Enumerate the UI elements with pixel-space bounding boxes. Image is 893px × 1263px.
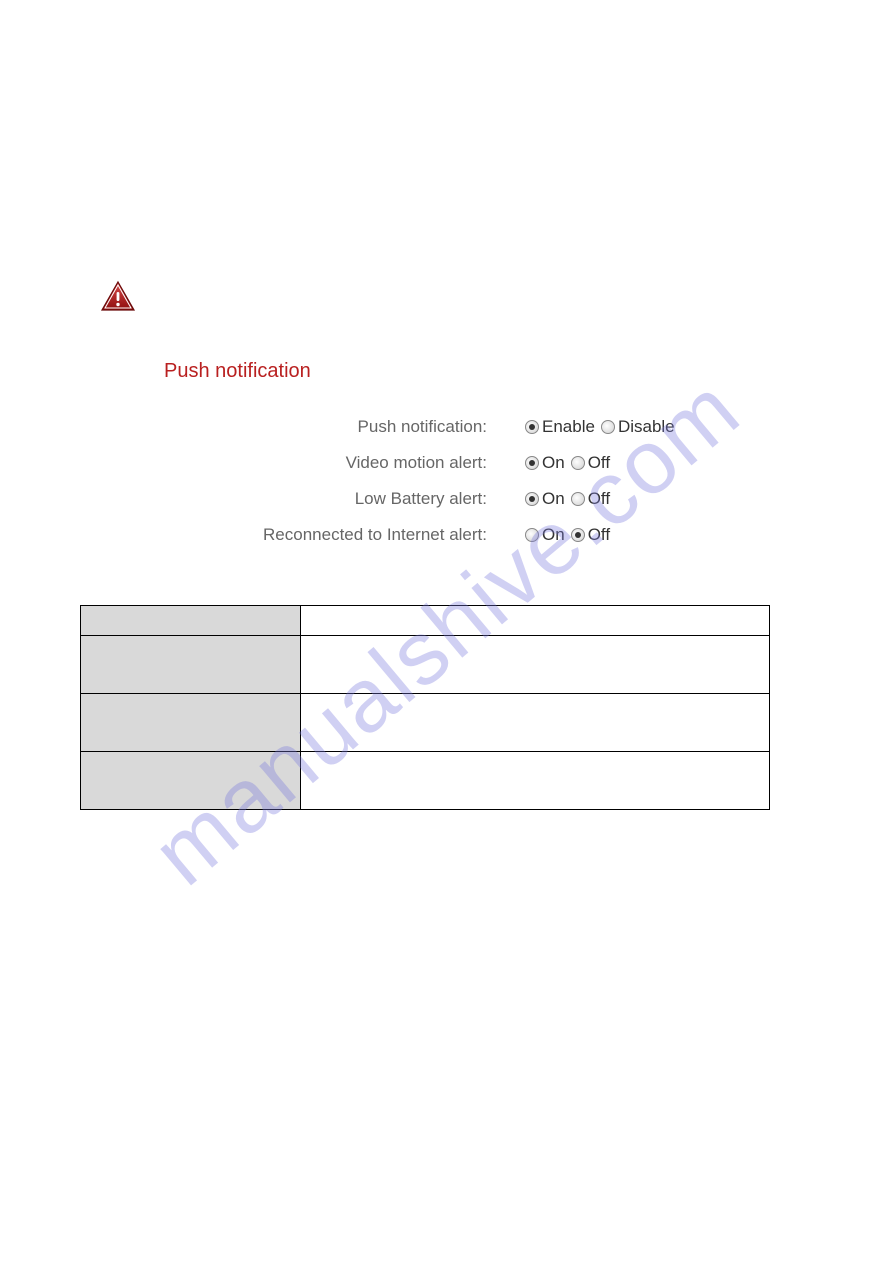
settings-table — [80, 605, 770, 810]
table-row — [81, 694, 770, 752]
radio-dot-icon — [571, 456, 585, 470]
radio-reconnected-on[interactable]: On — [525, 525, 565, 545]
radio-dot-icon — [571, 492, 585, 506]
section-title: Push notification — [164, 360, 740, 383]
label-push-notification: Push notification: — [160, 417, 495, 437]
radio-label: Off — [588, 525, 610, 545]
table-header-cell — [81, 752, 301, 810]
radio-battery-off[interactable]: Off — [571, 489, 610, 509]
radio-dot-icon — [601, 420, 615, 434]
table-header-cell — [81, 606, 301, 636]
radio-label: On — [542, 453, 565, 473]
radio-dot-icon — [525, 492, 539, 506]
radio-dot-icon — [571, 528, 585, 542]
radio-battery-on[interactable]: On — [525, 489, 565, 509]
radio-dot-icon — [525, 456, 539, 470]
row-reconnected: Reconnected to Internet alert: On Off — [160, 517, 740, 553]
table-header-cell — [81, 636, 301, 694]
warning-icon — [100, 280, 136, 319]
radio-reconnected-off[interactable]: Off — [571, 525, 610, 545]
push-notification-form: Push notification Push notification: Ena… — [160, 360, 740, 553]
radio-label: Disable — [618, 417, 675, 437]
table-value-cell — [301, 752, 770, 810]
radio-enable[interactable]: Enable — [525, 417, 595, 437]
row-low-battery: Low Battery alert: On Off — [160, 481, 740, 517]
row-push-notification: Push notification: Enable Disable — [160, 409, 740, 445]
radio-label: Enable — [542, 417, 595, 437]
radio-disable[interactable]: Disable — [601, 417, 675, 437]
label-video-motion: Video motion alert: — [160, 453, 495, 473]
table-value-cell — [301, 606, 770, 636]
radio-video-off[interactable]: Off — [571, 453, 610, 473]
radio-label: On — [542, 525, 565, 545]
label-reconnected: Reconnected to Internet alert: — [160, 525, 495, 545]
radio-video-on[interactable]: On — [525, 453, 565, 473]
table-value-cell — [301, 694, 770, 752]
table-value-cell — [301, 636, 770, 694]
radio-label: Off — [588, 489, 610, 509]
table-row — [81, 606, 770, 636]
table-row — [81, 752, 770, 810]
radio-dot-icon — [525, 420, 539, 434]
table-row — [81, 636, 770, 694]
row-video-motion: Video motion alert: On Off — [160, 445, 740, 481]
label-low-battery: Low Battery alert: — [160, 489, 495, 509]
radio-dot-icon — [525, 528, 539, 542]
radio-label: Off — [588, 453, 610, 473]
table-header-cell — [81, 694, 301, 752]
radio-label: On — [542, 489, 565, 509]
